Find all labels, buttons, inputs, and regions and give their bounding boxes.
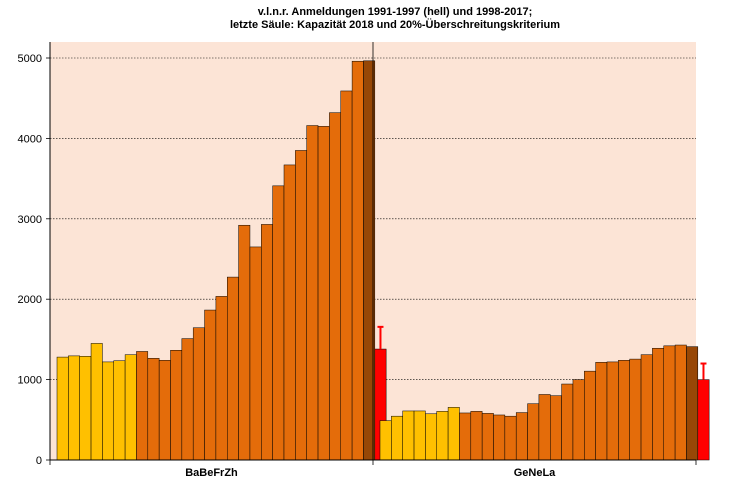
bar-1998-2017 bbox=[470, 411, 483, 461]
bar-1991-1997 bbox=[102, 361, 115, 461]
bar-1991-1997 bbox=[436, 411, 449, 461]
category-label: BaBeFrZh bbox=[185, 467, 238, 479]
y-tick-labels: 0 1000 2000 3000 4000 5000 bbox=[18, 53, 42, 467]
bar-1991-1997 bbox=[447, 407, 460, 461]
bar-1991-1997 bbox=[413, 410, 426, 461]
bar-1991-1997 bbox=[56, 356, 69, 461]
bar-1998-2017 bbox=[306, 125, 319, 461]
bar-1998-2017 bbox=[493, 414, 506, 461]
bar-1998-2017 bbox=[606, 361, 619, 461]
category-label: GeNeLa bbox=[514, 467, 556, 479]
bar-1998-2017 bbox=[317, 126, 330, 461]
y-tick-label: 4000 bbox=[18, 133, 42, 145]
bar-1998-2017 bbox=[158, 360, 171, 461]
bar-1998-2017 bbox=[515, 412, 528, 461]
chart-title-line-2: letzte Säule: Kapazität 2018 und 20%-Übe… bbox=[230, 18, 560, 31]
bar-1998-2017 bbox=[584, 370, 596, 461]
bar-1998-2017 bbox=[272, 185, 285, 461]
bar-2017 bbox=[686, 346, 699, 461]
bar-capacity-2018 bbox=[697, 379, 710, 461]
bar-1998-2017 bbox=[538, 394, 551, 461]
axes bbox=[46, 42, 697, 465]
bar-1998-2017 bbox=[618, 360, 630, 461]
bar-1998-2017 bbox=[674, 344, 687, 461]
bar-1991-1997 bbox=[79, 356, 92, 461]
bar-1991-1997 bbox=[425, 413, 437, 461]
bar-1998-2017 bbox=[481, 413, 494, 461]
bar-1991-1997 bbox=[90, 343, 103, 461]
bar-1991-1997 bbox=[113, 360, 126, 461]
bar-1998-2017 bbox=[550, 395, 562, 461]
bar-1998-2017 bbox=[227, 276, 239, 461]
bar-1998-2017 bbox=[504, 415, 517, 461]
bar-1991-1997 bbox=[391, 415, 403, 461]
bars bbox=[56, 60, 710, 461]
bar-1998-2017 bbox=[249, 246, 262, 461]
bar-1998-2017 bbox=[192, 327, 205, 461]
bar-1991-1997 bbox=[68, 355, 80, 461]
bar-1998-2017 bbox=[147, 358, 160, 461]
bar-1998-2017 bbox=[459, 412, 472, 461]
category-labels: BaBeFrZh GeNeLa bbox=[185, 467, 556, 479]
bar-1991-1997 bbox=[402, 410, 415, 461]
bar-1998-2017 bbox=[136, 351, 149, 461]
bar-1998-2017 bbox=[340, 90, 353, 461]
bar-1998-2017 bbox=[261, 224, 273, 461]
chart-title-line-1: v.l.n.r. Anmeldungen 1991-1997 (hell) un… bbox=[258, 6, 532, 18]
bar-1998-2017 bbox=[204, 309, 217, 461]
bar-1998-2017 bbox=[640, 354, 653, 461]
bar-1998-2017 bbox=[238, 224, 251, 461]
bar-1998-2017 bbox=[329, 112, 341, 461]
y-tick-label: 3000 bbox=[18, 214, 42, 226]
bar-1991-1997 bbox=[379, 420, 392, 461]
bar-1998-2017 bbox=[351, 60, 364, 461]
bar-1998-2017 bbox=[283, 164, 296, 461]
bar-1991-1997 bbox=[124, 354, 137, 461]
y-tick-label: 5000 bbox=[18, 53, 42, 65]
y-tick-label: 1000 bbox=[18, 375, 42, 387]
bar-1998-2017 bbox=[170, 350, 183, 461]
bar-1998-2017 bbox=[561, 383, 574, 461]
y-tick-label: 0 bbox=[36, 455, 42, 467]
bar-1998-2017 bbox=[629, 358, 642, 461]
y-tick-label: 2000 bbox=[18, 294, 42, 306]
bar-1998-2017 bbox=[663, 345, 676, 461]
bar-1998-2017 bbox=[652, 347, 665, 461]
bar-1998-2017 bbox=[181, 338, 194, 461]
bar-1998-2017 bbox=[527, 403, 540, 461]
bar-1998-2017 bbox=[595, 362, 608, 461]
bar-1998-2017 bbox=[572, 379, 585, 461]
bar-1998-2017 bbox=[295, 150, 307, 461]
bar-1998-2017 bbox=[215, 296, 228, 461]
